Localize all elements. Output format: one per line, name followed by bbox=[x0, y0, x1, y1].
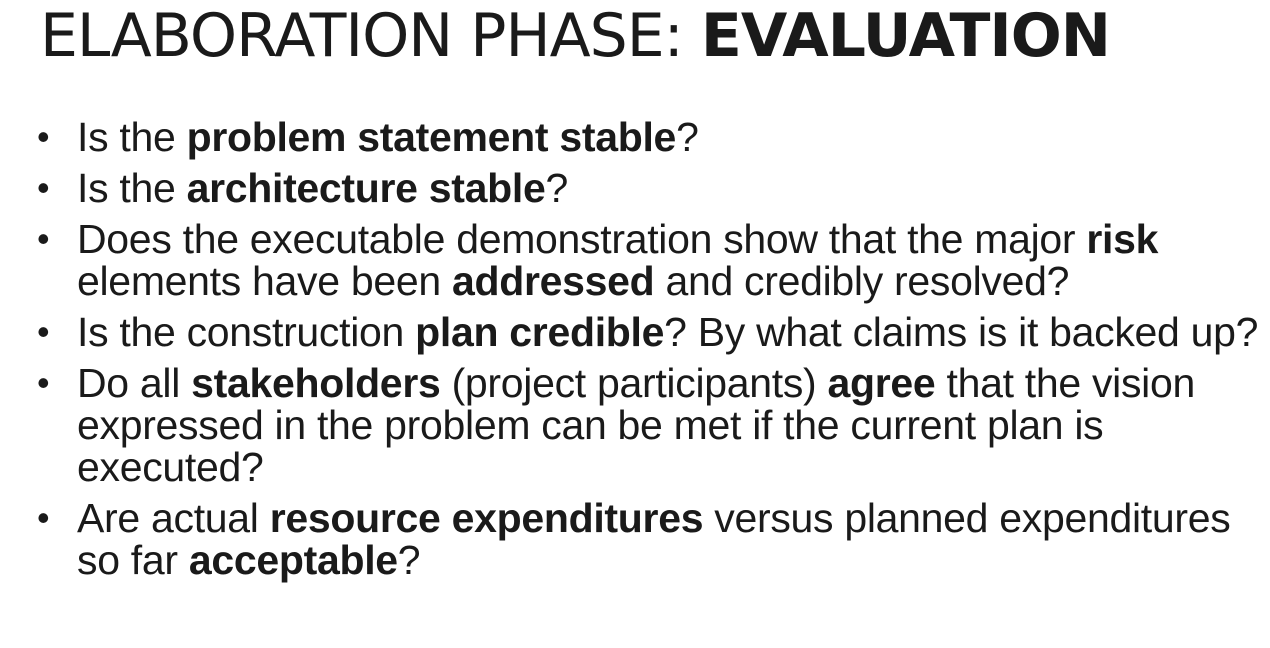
bullet-emphasis: plan credible bbox=[415, 309, 665, 355]
bullet-item: • Is the problem statement stable? bbox=[0, 116, 1268, 158]
bullet-text: ? bbox=[397, 537, 421, 583]
bullet-emphasis: architecture stable bbox=[186, 165, 546, 211]
bullet-text: Are actual bbox=[77, 495, 270, 541]
bullet-text: Does the executable demonstration show t… bbox=[77, 216, 1087, 262]
bullet-dot-icon: • bbox=[37, 362, 50, 403]
slide-title: ELABORATION PHASE: EVALUATION bbox=[40, 0, 1111, 72]
bullet-text: Is the construction bbox=[77, 309, 416, 355]
bullet-text: ? bbox=[676, 114, 699, 160]
slide-title-light: ELABORATION PHASE: bbox=[40, 1, 701, 71]
bullet-item: • Do all stakeholders (project participan… bbox=[0, 362, 1268, 488]
bullet-text: Is the bbox=[77, 114, 187, 160]
bullet-emphasis: agree bbox=[827, 360, 936, 406]
bullet-dot-icon: • bbox=[37, 116, 50, 157]
bullet-dot-icon: • bbox=[37, 311, 50, 352]
slide-title-bold: EVALUATION bbox=[700, 1, 1111, 71]
bullet-dot-icon: • bbox=[37, 497, 50, 538]
bullet-dot-icon: • bbox=[37, 218, 50, 259]
bullet-emphasis: risk bbox=[1086, 216, 1159, 262]
bullet-text: ? By what claims is it backed up? bbox=[664, 309, 1259, 355]
bullet-text: ? bbox=[545, 165, 568, 211]
bullet-dot-icon: • bbox=[37, 167, 50, 208]
bullet-text: versus planned expenditures so far bbox=[77, 495, 1231, 583]
bullet-text: (project participants) bbox=[440, 360, 828, 406]
bullet-text: Is the bbox=[77, 165, 187, 211]
bullet-text: elements have been bbox=[77, 258, 452, 304]
bullet-item: • Does the executable demonstration show … bbox=[0, 218, 1268, 302]
bullet-emphasis: addressed bbox=[451, 258, 655, 304]
bullet-emphasis: problem statement stable bbox=[186, 114, 677, 160]
bullet-item: • Is the architecture stable? bbox=[0, 167, 1268, 209]
bullet-text: and credibly resolved? bbox=[654, 258, 1070, 304]
bullet-emphasis: acceptable bbox=[188, 537, 398, 583]
bullet-text: that the vision expressed in the problem… bbox=[77, 360, 1195, 490]
bullet-emphasis: resource expenditures bbox=[269, 495, 704, 541]
bullet-item: • Is the construction plan credible? By w… bbox=[0, 311, 1268, 353]
bullet-list: • Is the problem statement stable? • Is the… bbox=[0, 116, 1268, 590]
bullet-item: • Are actual resource expenditures versus… bbox=[0, 497, 1268, 581]
bullet-emphasis: stakeholders bbox=[191, 360, 441, 406]
bullet-text: Do all bbox=[77, 360, 192, 406]
